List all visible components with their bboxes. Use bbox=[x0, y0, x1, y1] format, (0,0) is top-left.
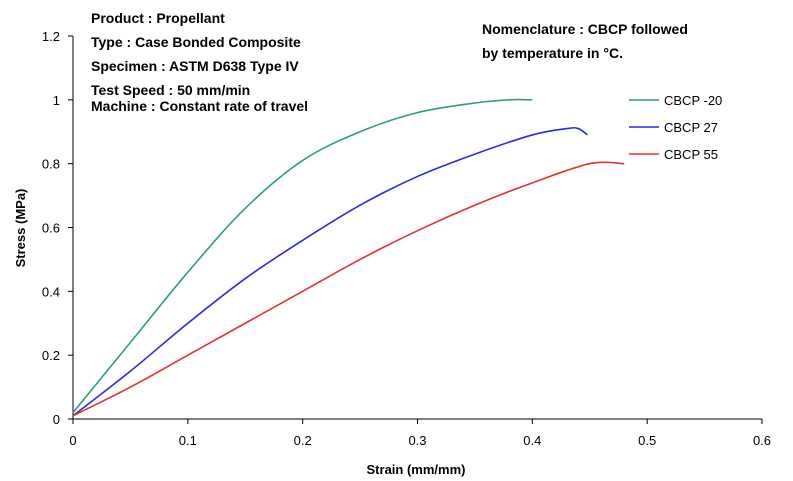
nomenclature-line-1: Nomenclature : CBCP followed bbox=[482, 21, 688, 37]
legend: CBCP -20 CBCP 27 CBCP 55 bbox=[629, 93, 722, 162]
y-tick-label: 0.2 bbox=[42, 348, 60, 363]
y-tick-label: 1.2 bbox=[42, 29, 60, 44]
x-tick-label: 0.1 bbox=[179, 433, 197, 448]
y-tick-label: 0.6 bbox=[42, 221, 60, 236]
legend-label: CBCP -20 bbox=[664, 93, 722, 108]
x-axis-title: Strain (mm/mm) bbox=[367, 462, 466, 477]
series-layer bbox=[72, 98, 625, 417]
x-tick-label: 0.3 bbox=[408, 433, 426, 448]
series-line-1 bbox=[72, 126, 588, 417]
y-tick-label: 1 bbox=[53, 93, 60, 108]
legend-label: CBCP 27 bbox=[664, 120, 718, 135]
info-line-machine: Machine : Constant rate of travel bbox=[91, 98, 308, 114]
y-tick-label: 0.4 bbox=[42, 284, 60, 299]
series-line-2 bbox=[72, 161, 625, 417]
x-tick-label: 0.4 bbox=[523, 433, 541, 448]
info-line-product: Product : Propellant bbox=[91, 10, 225, 26]
nomenclature-note: Nomenclature : CBCP followed by temperat… bbox=[482, 21, 688, 61]
info-line-type: Type : Case Bonded Composite bbox=[91, 34, 301, 50]
y-tick-label: 0 bbox=[53, 412, 60, 427]
x-tick-label: 0.5 bbox=[638, 433, 656, 448]
x-tick-label: 0.6 bbox=[753, 433, 771, 448]
x-tick-label: 0.2 bbox=[294, 433, 312, 448]
info-line-test-speed: Test Speed : 50 mm/min bbox=[91, 82, 250, 98]
y-axis-title: Stress (MPa) bbox=[13, 189, 28, 268]
y-tick-label: 0.8 bbox=[42, 157, 60, 172]
nomenclature-line-2: by temperature in °C. bbox=[482, 45, 623, 61]
series-line-0 bbox=[72, 98, 533, 414]
chart-info-block: Product : Propellant Type : Case Bonded … bbox=[91, 10, 308, 114]
ticks: 0 0.1 0.2 0.3 0.4 0.5 0.6 0 0.2 0.4 0.6 0.8 1 1.2 bbox=[42, 29, 771, 448]
info-line-specimen: Specimen : ASTM D638 Type IV bbox=[91, 58, 299, 74]
x-tick-label: 0 bbox=[69, 433, 76, 448]
legend-label: CBCP 55 bbox=[664, 147, 718, 162]
